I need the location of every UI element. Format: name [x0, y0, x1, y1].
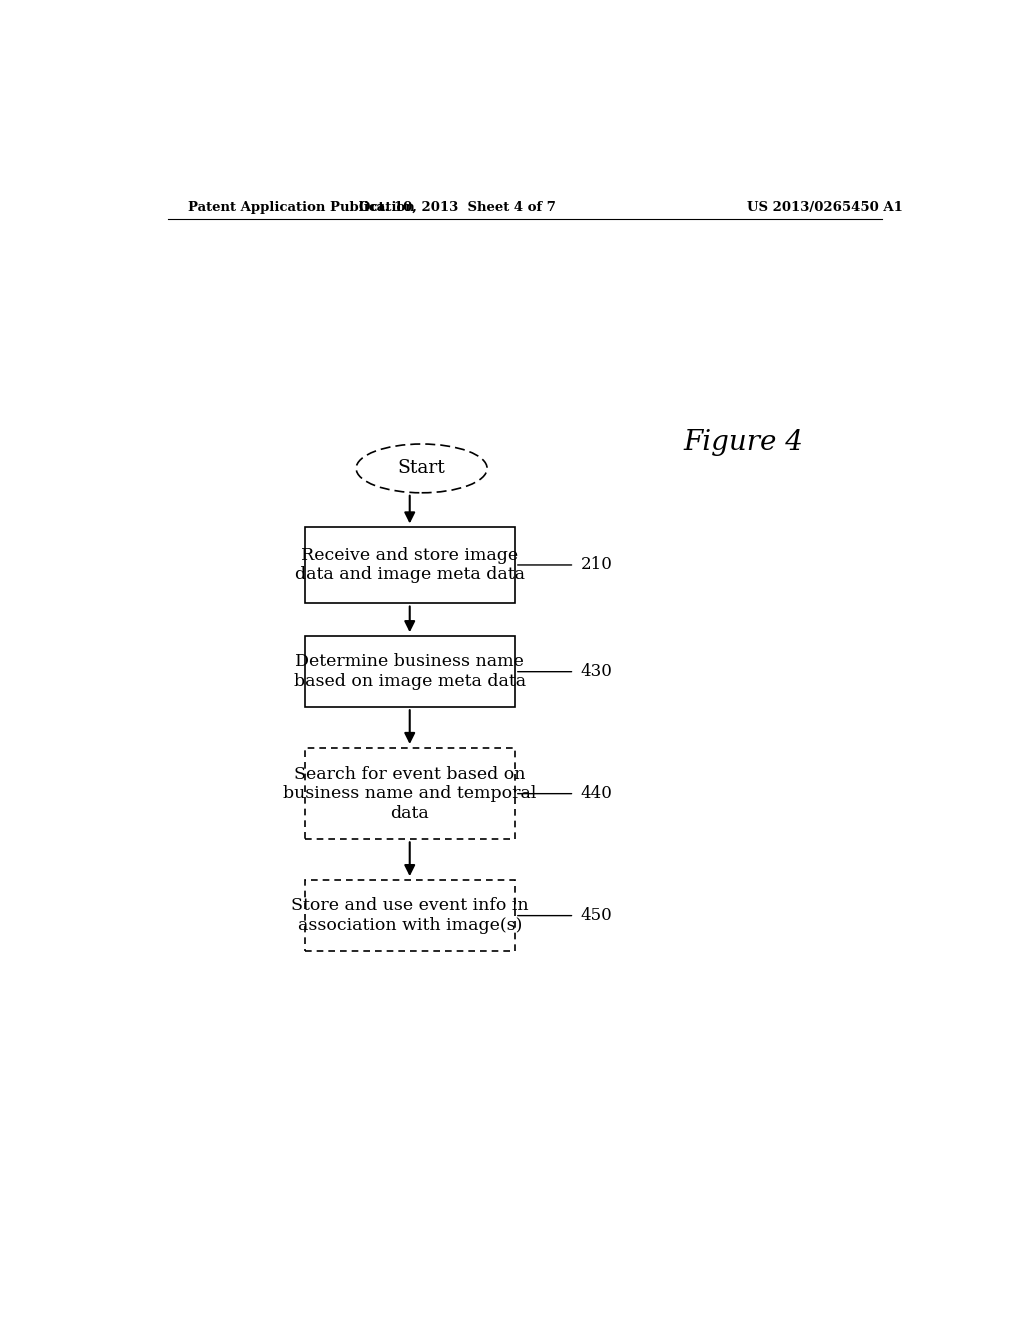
Text: 450: 450 — [581, 907, 612, 924]
Text: 440: 440 — [581, 785, 612, 803]
Text: Store and use event info in
association with image(s): Store and use event info in association … — [291, 898, 528, 935]
Text: 210: 210 — [581, 557, 612, 573]
Text: Patent Application Publication: Patent Application Publication — [187, 201, 415, 214]
Text: US 2013/0265450 A1: US 2013/0265450 A1 — [748, 201, 903, 214]
Text: Figure 4: Figure 4 — [684, 429, 804, 457]
Text: Start: Start — [397, 459, 445, 478]
Text: Determine business name
based on image meta data: Determine business name based on image m… — [294, 653, 525, 690]
Text: 430: 430 — [581, 663, 612, 680]
Text: Receive and store image
data and image meta data: Receive and store image data and image m… — [295, 546, 524, 583]
Text: Oct. 10, 2013  Sheet 4 of 7: Oct. 10, 2013 Sheet 4 of 7 — [358, 201, 556, 214]
Text: Search for event based on
business name and temporal
data: Search for event based on business name … — [283, 766, 537, 822]
